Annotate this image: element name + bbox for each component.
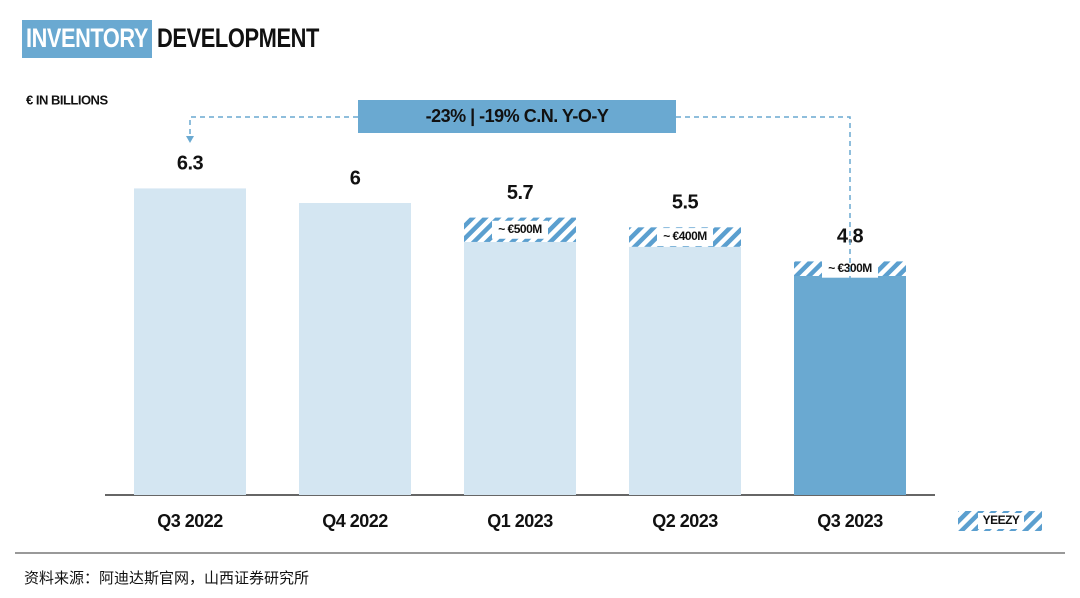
value-label-bg	[657, 228, 713, 247]
bar	[134, 188, 246, 495]
value-label: ~ €500M	[498, 222, 542, 236]
x-tick-label: Q2 2023	[652, 511, 718, 531]
bar	[629, 246, 741, 495]
total-label: 5.7	[507, 182, 534, 204]
x-tick-label: Q1 2023	[487, 511, 553, 531]
arrowhead	[186, 136, 194, 143]
x-tick-label: Q4 2022	[322, 511, 388, 531]
value-label-bg	[492, 220, 548, 239]
title-highlight: INVENTORY	[26, 23, 148, 53]
unit-label: € IN BILLIONS	[26, 92, 108, 107]
source: 资料来源：阿迪达斯官网，山西证券研究所	[24, 570, 309, 587]
annotation-arrow	[676, 116, 851, 313]
title-highlight-box	[22, 20, 152, 58]
x-tick-label: Q3 2022	[157, 511, 223, 531]
chart-title: DEVELOPMENT	[157, 23, 320, 53]
annotation-box	[358, 100, 676, 133]
total-label: 6	[350, 167, 361, 189]
total-label: 4.8	[837, 226, 864, 248]
legend-label-bg	[978, 513, 1024, 529]
bar	[464, 241, 576, 495]
value-label: ~ €400M	[663, 229, 707, 243]
total-label: 6.3	[177, 153, 204, 175]
bar	[299, 203, 411, 495]
total-label: 5.5	[672, 192, 699, 214]
bar	[794, 276, 906, 495]
annotation-arrow	[189, 116, 358, 138]
annotation: -23% | -19% C.N. Y-O-Y	[426, 106, 609, 126]
legend-label: YEEZY	[983, 513, 1020, 527]
arrowhead	[846, 311, 854, 318]
x-tick-label: Q3 2023	[817, 511, 883, 531]
